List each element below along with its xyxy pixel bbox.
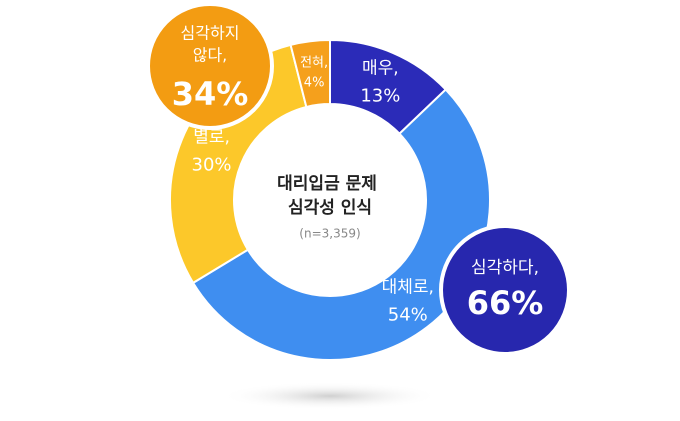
summary-bubble [146, 2, 274, 130]
slice-label: 전혀, [300, 55, 328, 70]
slice-label: 대체로, [382, 278, 434, 298]
summary-value: 66% [467, 284, 544, 322]
summary-bubble [439, 224, 571, 356]
shadow [220, 382, 440, 410]
chart-title: 대리입금 문제 심각성 인식 [277, 174, 383, 218]
slice-value: 13% [360, 85, 400, 106]
slice-label: 매우, [362, 58, 399, 78]
summary-label: 심각하다, [471, 258, 539, 278]
slice-label: 별로, [193, 127, 230, 147]
slice-value: 30% [192, 154, 232, 175]
slice-value: 4% [304, 75, 325, 90]
summary-label: 않다, [193, 46, 228, 65]
title-line: 심각성 인식 [288, 198, 372, 218]
donut-hole [234, 104, 426, 296]
title-line: 대리입금 문제 [277, 174, 377, 194]
slice-value: 54% [388, 305, 428, 326]
summary-value: 34% [172, 75, 249, 113]
chart-subtitle: (n=3,359) [299, 227, 360, 241]
summary-label: 심각하지 [181, 24, 240, 43]
